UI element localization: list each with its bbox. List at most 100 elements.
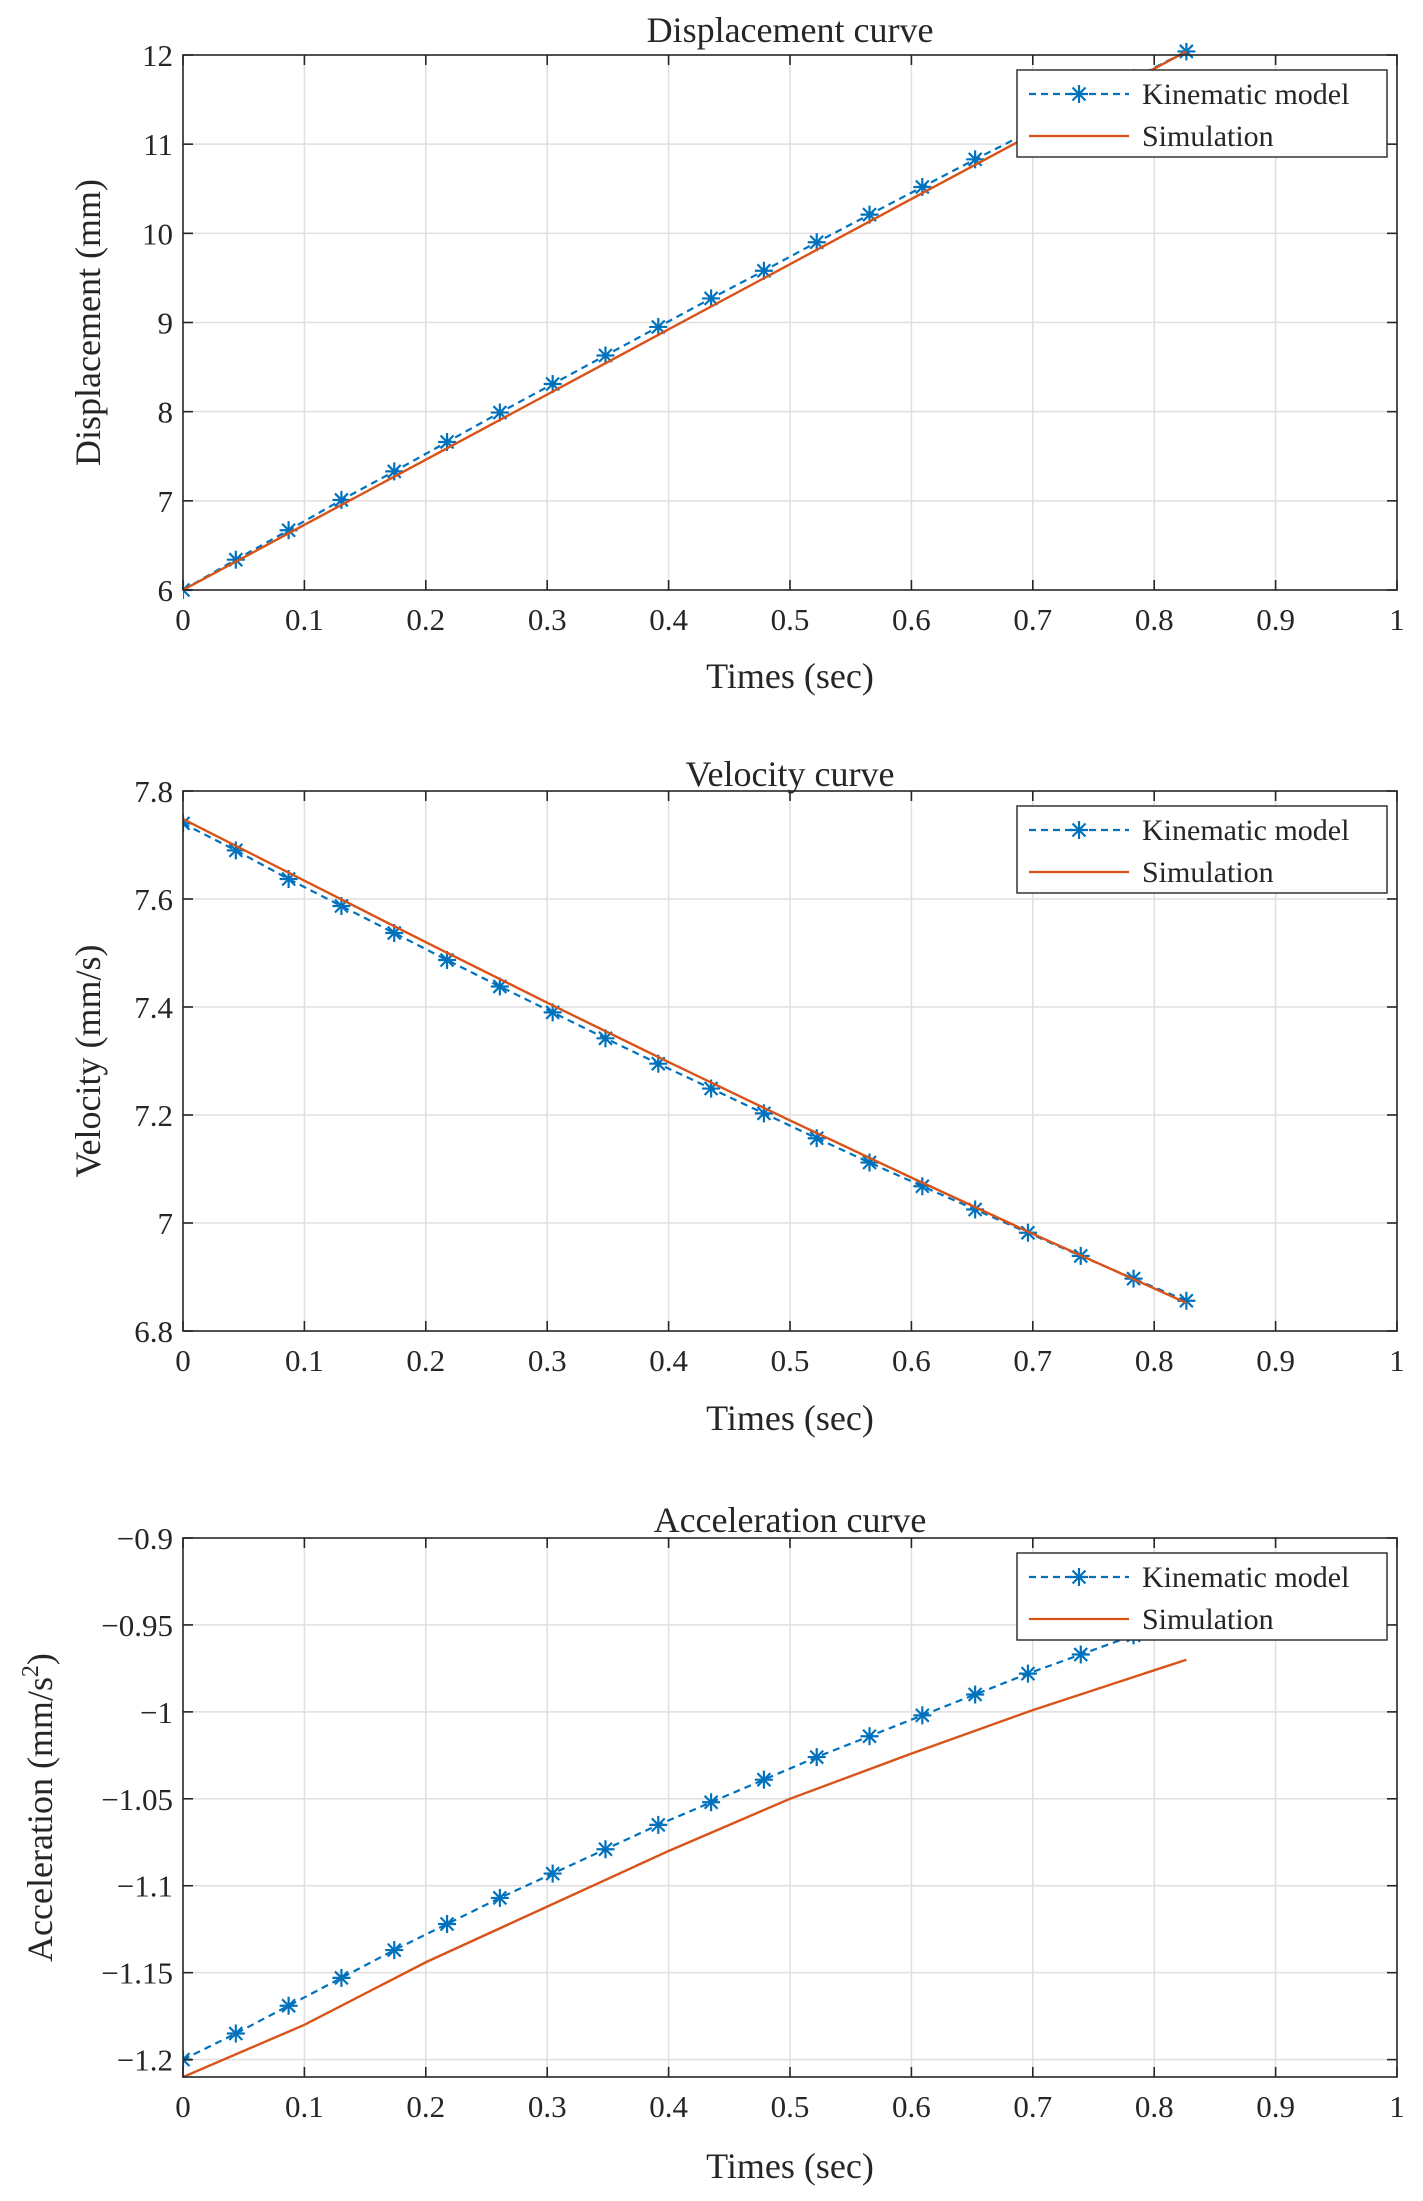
- y-tick-label: −0.9: [117, 1521, 173, 1556]
- data-point: [860, 1727, 879, 1746]
- legend-label: Simulation: [1142, 1603, 1274, 1636]
- x-tick-label: 0.1: [285, 2089, 324, 2124]
- x-tick-label: 0.6: [892, 2089, 931, 2124]
- x-tick-label: 0.9: [1256, 602, 1295, 637]
- x-tick-label: 0.6: [892, 602, 931, 637]
- y-tick-label: −1: [140, 1695, 173, 1730]
- legend-item: Kinematic model: [1029, 814, 1349, 847]
- data-point: [702, 289, 721, 308]
- y-tick-label: −0.95: [101, 1608, 173, 1643]
- data-point: [543, 1864, 562, 1883]
- data-point: [332, 1968, 351, 1987]
- legend-item: Kinematic model: [1029, 78, 1349, 111]
- x-tick-label: 0.6: [892, 1343, 931, 1378]
- x-axis-label: Times (sec): [706, 656, 874, 696]
- x-tick-label: 0: [175, 1343, 191, 1378]
- x-tick-label: 0.5: [771, 2089, 810, 2124]
- y-tick-label: 7: [158, 1206, 174, 1241]
- legend-box: [1016, 69, 1388, 158]
- x-tick-label: 0.2: [406, 2089, 445, 2124]
- legend-label: Simulation: [1142, 856, 1274, 889]
- x-tick-label: 1: [1389, 2089, 1405, 2124]
- x-axis-label: Times (sec): [706, 1398, 874, 1438]
- legend-marker: [1070, 85, 1088, 103]
- data-point: [807, 1748, 826, 1767]
- chart-panel-3: 0 0.1 0.2 0.3 0.4 0.5 0.6 0.7 0.8 0.9 1 −1.2 −1.15 −1…: [18, 1500, 1405, 2186]
- data-point: [543, 375, 562, 394]
- data-point: [332, 490, 351, 509]
- x-tick-label: 0.4: [649, 602, 688, 637]
- y-tick-label: 9: [158, 306, 174, 341]
- x-tick-label: 0.3: [528, 1343, 567, 1378]
- y-tick-label: 12: [142, 38, 173, 73]
- x-tick-label: 0.2: [406, 1343, 445, 1378]
- series-line-simulation: [183, 1658, 1187, 2079]
- x-tick-label: 0.1: [285, 602, 324, 637]
- y-tick-label: 7.2: [134, 1098, 173, 1133]
- y-tick-label: 6: [158, 573, 174, 608]
- x-tick-label: 0.5: [771, 1343, 810, 1378]
- legend-item: Simulation: [1029, 1603, 1274, 1636]
- y-tick-label: 10: [142, 216, 173, 251]
- legend-item: Simulation: [1029, 856, 1274, 889]
- series-line-simulation: [183, 818, 1187, 1305]
- x-tick-label: 0.3: [528, 2089, 567, 2124]
- data-point: [226, 2024, 245, 2043]
- x-tick-label: 0.3: [528, 602, 567, 637]
- legend: Kinematic model Simulation: [1016, 805, 1388, 894]
- legend: Kinematic model Simulation: [1016, 69, 1388, 158]
- x-tick-label: 0.4: [649, 1343, 688, 1378]
- data-point: [913, 177, 932, 196]
- data-point: [649, 1815, 668, 1834]
- y-tick-label: 7.4: [134, 990, 173, 1025]
- y-tick-label: 7.6: [134, 882, 173, 917]
- data-point: [754, 1770, 773, 1789]
- x-tick-label: 1: [1389, 602, 1405, 637]
- x-tick-label: 0.5: [771, 602, 810, 637]
- legend-label: Simulation: [1142, 120, 1274, 153]
- legend-label: Kinematic model: [1142, 1561, 1349, 1594]
- data-point: [966, 1685, 985, 1704]
- chart-title: Acceleration curve: [654, 1500, 927, 1540]
- series-line-kinematic-model: [183, 1615, 1187, 2061]
- legend-label: Kinematic model: [1142, 814, 1349, 847]
- y-tick-label: 7: [158, 484, 174, 519]
- legend-marker: [1070, 821, 1088, 839]
- plot-area: [183, 1607, 1196, 2079]
- series-line-kinematic-model: [183, 822, 1187, 1302]
- y-tick-label: −1.15: [101, 1956, 173, 1991]
- y-axis-label: Acceleration (mm/s2): [18, 1653, 60, 1962]
- data-point: [490, 403, 509, 422]
- data-point: [596, 346, 615, 365]
- x-tick-label: 0.9: [1256, 2089, 1295, 2124]
- data-point: [1071, 1645, 1090, 1664]
- data-point: [913, 1706, 932, 1725]
- data-point: [807, 233, 826, 252]
- legend-item: Kinematic model: [1029, 1561, 1349, 1594]
- y-tick-label: −1.2: [117, 2043, 173, 2078]
- x-tick-label: 0.4: [649, 2089, 688, 2124]
- y-axis-label: Displacement (mm): [68, 179, 108, 466]
- data-point: [438, 1914, 457, 1933]
- x-tick-label: 0.9: [1256, 1343, 1295, 1378]
- data-point: [490, 1888, 509, 1907]
- x-tick-label: 0: [175, 2089, 191, 2124]
- legend-marker: [1070, 1568, 1088, 1586]
- x-tick-label: 0.7: [1013, 1343, 1052, 1378]
- legend-box: [1016, 1552, 1388, 1641]
- data-point: [385, 1941, 404, 1960]
- data-point: [1018, 1664, 1037, 1683]
- x-tick-label: 1: [1389, 1343, 1405, 1378]
- y-tick-label: −1.1: [117, 1869, 173, 1904]
- data-point: [596, 1840, 615, 1859]
- x-tick-label: 0.8: [1135, 1343, 1174, 1378]
- x-tick-label: 0.8: [1135, 2089, 1174, 2124]
- x-tick-label: 0.7: [1013, 2089, 1052, 2124]
- x-tick-label: 0.7: [1013, 602, 1052, 637]
- legend-box: [1016, 805, 1388, 894]
- chart-title: Displacement curve: [647, 10, 934, 50]
- chart-title: Velocity curve: [686, 754, 895, 794]
- y-axis-label: Velocity (mm/s): [68, 945, 108, 1178]
- chart-panel-1: 0 0.1 0.2 0.3 0.4 0.5 0.6 0.7 0.8 0.9 1 6 7 8 9 10 11 12 D…: [68, 10, 1405, 696]
